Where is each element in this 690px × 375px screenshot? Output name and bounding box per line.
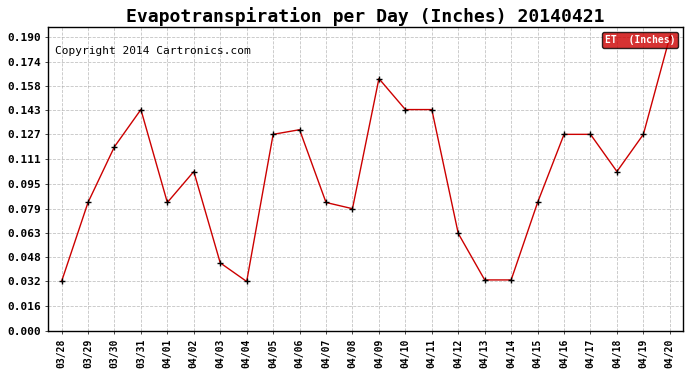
Text: Copyright 2014 Cartronics.com: Copyright 2014 Cartronics.com: [55, 46, 250, 56]
Legend: ET  (Inches): ET (Inches): [602, 32, 678, 48]
Title: Evapotranspiration per Day (Inches) 20140421: Evapotranspiration per Day (Inches) 2014…: [126, 7, 605, 26]
